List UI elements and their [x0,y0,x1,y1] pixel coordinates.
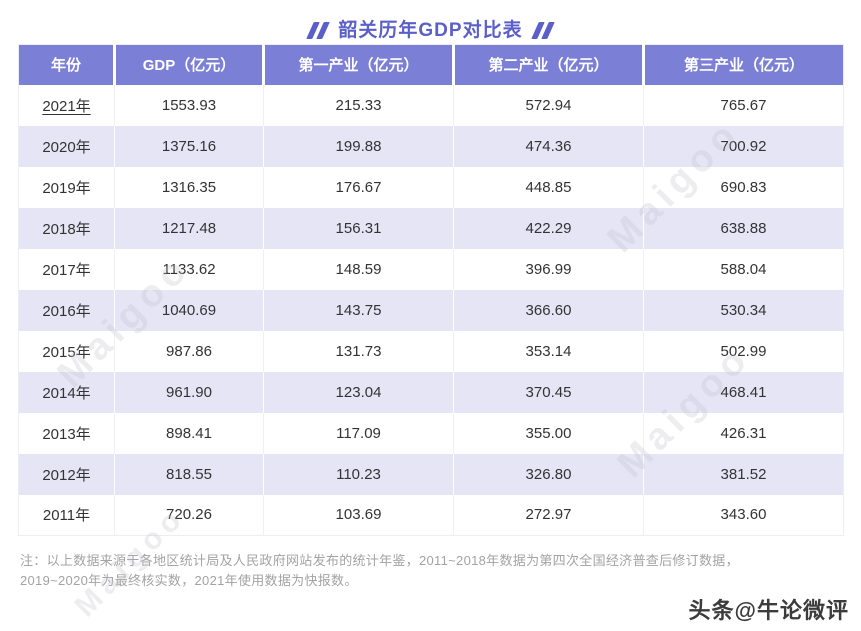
table-row: 2011年 720.26 103.69 272.97 343.60 [18,494,844,536]
value-cell: 148.59 [263,248,454,290]
value-cell: 588.04 [643,248,844,290]
table-row: 2018年 1217.48 156.31 422.29 638.88 [18,207,844,249]
year-cell: 2016年 [18,289,115,331]
value-cell: 1217.48 [114,207,264,249]
value-cell: 1553.93 [114,84,264,126]
value-cell: 1133.62 [114,248,264,290]
value-cell: 961.90 [114,371,264,413]
value-cell: 700.92 [643,125,844,167]
value-cell: 103.69 [263,494,454,536]
value-cell: 199.88 [263,125,454,167]
value-cell: 720.26 [114,494,264,536]
table-header: 年份 GDP（亿元） 第一产业（亿元） 第二产业（亿元） 第三产业（亿元） [18,44,844,85]
table-body: 2021年 1553.93 215.33 572.94 765.67 2020年 1375.… [18,84,844,536]
value-cell: 1375.16 [114,125,264,167]
value-cell: 131.73 [263,330,454,372]
value-cell: 272.97 [453,494,644,536]
value-cell: 355.00 [453,412,644,454]
value-cell: 117.09 [263,412,454,454]
value-cell: 818.55 [114,453,264,495]
value-cell: 381.52 [643,453,844,495]
page-title-row: 韶关历年GDP对比表 [0,0,861,44]
year-cell: 2013年 [18,412,115,454]
value-cell: 987.86 [114,330,264,372]
year-cell: 2021年 [18,84,115,126]
value-cell: 530.34 [643,289,844,331]
footer-watermark: 头条@牛论微评 [688,598,849,623]
year-2021-link[interactable]: 2021年 [42,97,91,115]
value-cell: 898.41 [114,412,264,454]
year-cell: 2020年 [18,125,115,167]
value-cell: 638.88 [643,207,844,249]
column-header: 第三产业（亿元） [643,44,844,85]
value-cell: 370.45 [453,371,644,413]
value-cell: 426.31 [643,412,844,454]
value-cell: 572.94 [453,84,644,126]
value-cell: 468.41 [643,371,844,413]
value-cell: 502.99 [643,330,844,372]
title-slashes-right-icon [530,22,555,39]
year-cell: 2019年 [18,166,115,208]
value-cell: 690.83 [643,166,844,208]
year-cell: 2015年 [18,330,115,372]
page-title: 韶关历年GDP对比表 [338,20,523,41]
footnote-line-2: 2019~2020年为最终核实数，2021年使用数据为快报数。 [20,573,358,588]
table-row: 2014年 961.90 123.04 370.45 468.41 [18,371,844,413]
year-cell: 2018年 [18,207,115,249]
table-row: 2016年 1040.69 143.75 366.60 530.34 [18,289,844,331]
value-cell: 422.29 [453,207,644,249]
column-header: 第一产业（亿元） [263,44,455,85]
value-cell: 396.99 [453,248,644,290]
year-cell: 2017年 [18,248,115,290]
value-cell: 765.67 [643,84,844,126]
column-header: 年份 [18,44,116,85]
table-row: 2017年 1133.62 148.59 396.99 588.04 [18,248,844,290]
column-header: 第二产业（亿元） [453,44,645,85]
value-cell: 343.60 [643,494,844,536]
value-cell: 176.67 [263,166,454,208]
value-cell: 474.36 [453,125,644,167]
gdp-table: 年份 GDP（亿元） 第一产业（亿元） 第二产业（亿元） 第三产业（亿元） 2021年 1… [18,44,844,536]
value-cell: 123.04 [263,371,454,413]
value-cell: 353.14 [453,330,644,372]
footnote-line-1: 注：以上数据来源于各地区统计局及人民政府网站发布的统计年鉴，2011~2018年… [20,553,739,568]
value-cell: 215.33 [263,84,454,126]
value-cell: 366.60 [453,289,644,331]
table-row: 2015年 987.86 131.73 353.14 502.99 [18,330,844,372]
value-cell: 326.80 [453,453,644,495]
value-cell: 110.23 [263,453,454,495]
footnote: 注：以上数据来源于各地区统计局及人民政府网站发布的统计年鉴，2011~2018年… [20,551,861,591]
value-cell: 1316.35 [114,166,264,208]
table-row: 2013年 898.41 117.09 355.00 426.31 [18,412,844,454]
table-row: 2019年 1316.35 176.67 448.85 690.83 [18,166,844,208]
year-cell: 2014年 [18,371,115,413]
header-row: 年份 GDP（亿元） 第一产业（亿元） 第二产业（亿元） 第三产业（亿元） [18,44,844,85]
value-cell: 143.75 [263,289,454,331]
value-cell: 156.31 [263,207,454,249]
table-row: 2012年 818.55 110.23 326.80 381.52 [18,453,844,495]
table-row: 2020年 1375.16 199.88 474.36 700.92 [18,125,844,167]
year-cell: 2011年 [18,494,115,536]
column-header: GDP（亿元） [114,44,265,85]
value-cell: 448.85 [453,166,644,208]
year-cell: 2012年 [18,453,115,495]
value-cell: 1040.69 [114,289,264,331]
title-slashes-left-icon [306,22,331,39]
table-row: 2021年 1553.93 215.33 572.94 765.67 [18,84,844,126]
